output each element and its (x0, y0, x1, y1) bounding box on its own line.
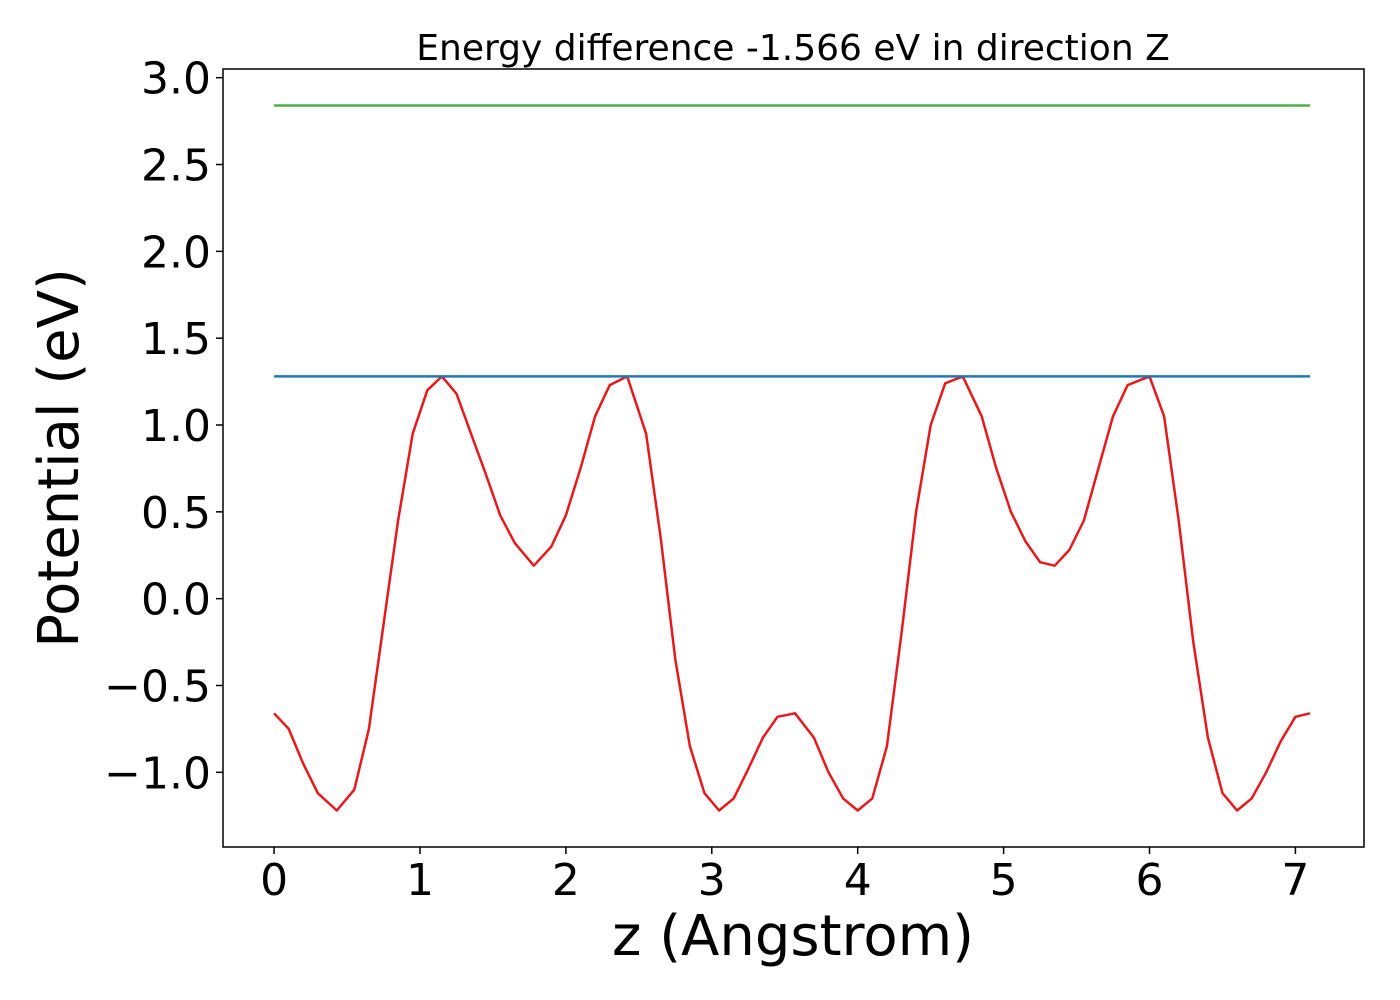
y-tick-label: 3.0 (141, 54, 211, 105)
x-tick-label: 4 (844, 855, 872, 906)
y-tick-label: −0.5 (104, 661, 211, 712)
y-axis-ticks: 3.0 2.5 2.0 1.5 1.0 0.5 0.0 −0.5 −1.0 (104, 54, 223, 799)
chart-title: Energy difference -1.566 eV in direction… (416, 28, 1170, 69)
x-tick-label: 0 (260, 855, 288, 906)
x-axis-ticks: 0 1 2 3 4 5 6 7 (260, 847, 1309, 906)
y-tick-label: 2.0 (141, 227, 211, 278)
x-tick-label: 7 (1281, 855, 1309, 906)
y-tick-label: 1.5 (141, 314, 211, 365)
y-tick-label: 0.5 (141, 488, 211, 539)
y-tick-label: 0.0 (141, 575, 211, 626)
y-tick-label: 2.5 (141, 141, 211, 192)
x-tick-label: 3 (698, 855, 726, 906)
plot-area-frame (222, 68, 1365, 848)
x-tick-label: 2 (552, 855, 580, 906)
x-tick-label: 6 (1136, 855, 1164, 906)
x-axis-label: z (Angstrom) (612, 904, 974, 969)
x-tick-label: 5 (990, 855, 1018, 906)
series-line-0 (273, 375, 1311, 812)
y-tick-label: −1.0 (104, 748, 211, 799)
x-tick-label: 1 (406, 855, 434, 906)
y-axis-label: Potential (eV) (27, 268, 92, 648)
plot-lines (273, 104, 1311, 812)
y-tick-label: 1.0 (141, 401, 211, 452)
